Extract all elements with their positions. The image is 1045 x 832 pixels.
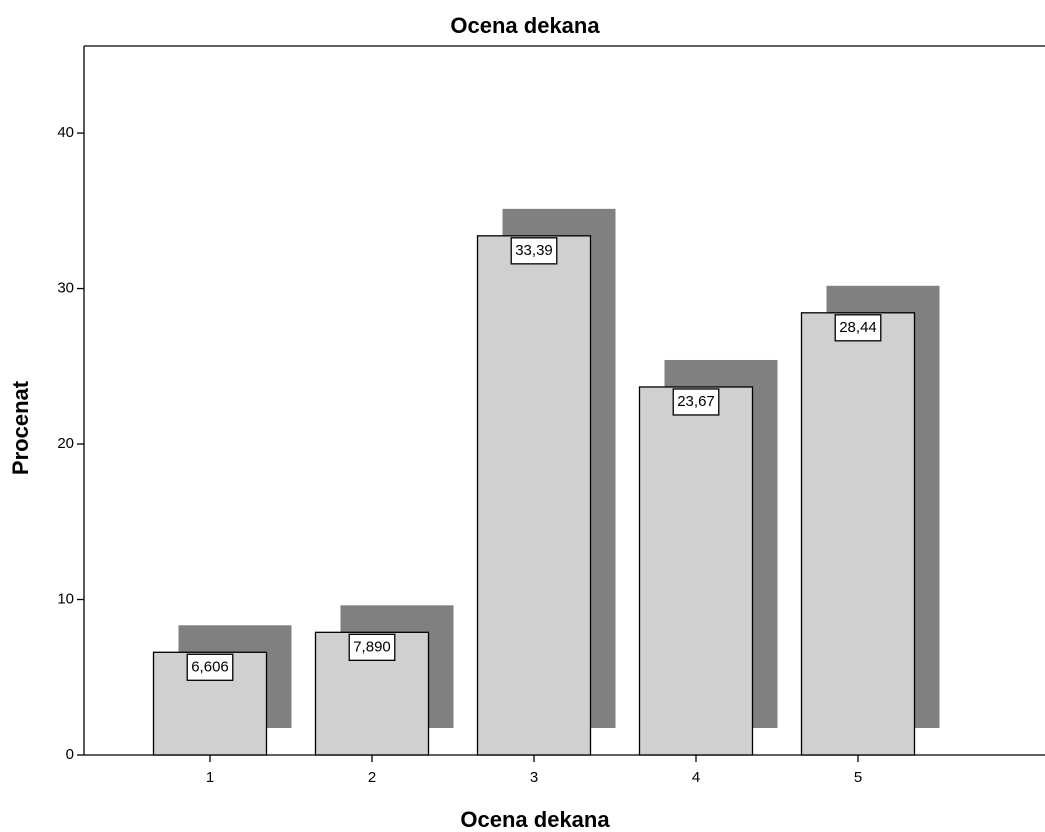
x-tick-label: 4 [692, 769, 700, 786]
x-tick-label: 1 [206, 769, 214, 786]
chart-title: Ocena dekana [450, 13, 600, 38]
y-tick-label: 10 [57, 590, 74, 607]
y-tick-label: 0 [66, 746, 74, 763]
y-tick-label: 30 [57, 280, 74, 297]
data-label-box [834, 314, 882, 342]
y-axis-label: Procenat [8, 380, 33, 475]
data-label: 7,890 [353, 638, 391, 655]
x-tick-label: 3 [530, 769, 538, 786]
data-label: 28,44 [839, 319, 877, 336]
data-label-box [348, 633, 396, 661]
y-tick-label: 20 [57, 435, 74, 452]
x-tick-label: 5 [854, 769, 862, 786]
data-label-box [510, 237, 558, 265]
data-label-box [672, 388, 720, 416]
bar [638, 386, 754, 756]
x-tick-label: 2 [368, 769, 376, 786]
data-label-box [186, 653, 234, 681]
data-label: 23,67 [677, 393, 715, 410]
x-axis-label: Ocena dekana [460, 807, 610, 832]
bar [476, 235, 592, 756]
data-label: 33,39 [515, 242, 553, 259]
y-tick-label: 40 [57, 124, 74, 141]
bar [800, 312, 916, 756]
data-label: 6,606 [191, 658, 229, 675]
